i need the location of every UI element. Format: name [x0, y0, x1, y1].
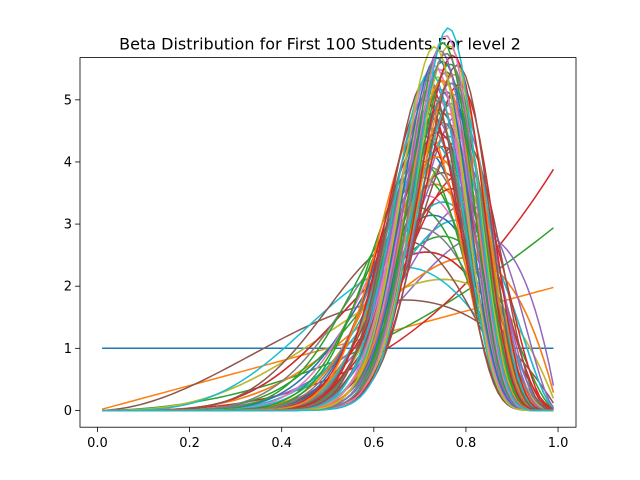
x-tick-label: 0.0: [87, 436, 108, 451]
x-tick-label: 0.2: [179, 436, 200, 451]
y-tick-label: 0: [64, 404, 72, 419]
series-line-100: [102, 27, 554, 412]
x-tick-label: 0.4: [271, 436, 292, 451]
tick-layer: 0.0 0.2 0.4 0.6 0.8 1.0 0 1 2 3 4 5: [64, 93, 569, 451]
y-tick-label: 1: [64, 342, 72, 357]
x-tick-label: 0.8: [456, 436, 477, 451]
x-tick-label: 0.6: [363, 436, 384, 451]
series-layer: [101, 27, 555, 412]
chart-title: Beta Distribution for First 100 Students…: [119, 35, 521, 54]
y-tick-label: 5: [64, 93, 72, 108]
y-tick-label: 3: [64, 218, 72, 233]
y-tick-label: 2: [64, 280, 72, 295]
y-tick-label: 4: [64, 155, 72, 170]
plot-frame: [79, 57, 577, 428]
x-tick-label: 1.0: [548, 436, 569, 451]
